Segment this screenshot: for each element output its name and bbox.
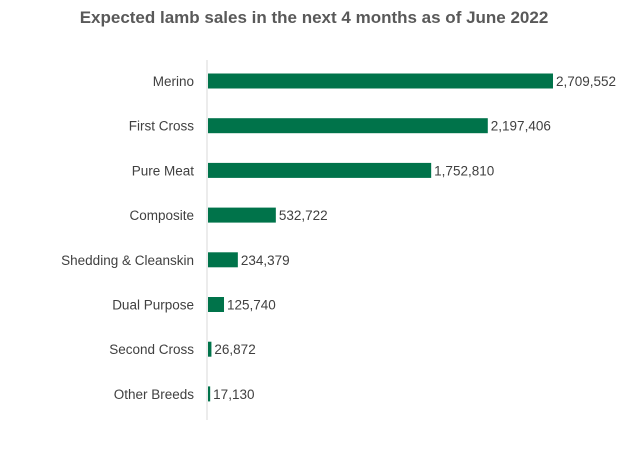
category-label: Second Cross [109,342,194,357]
data-label: 26,872 [214,342,255,357]
data-label: 1,752,810 [434,163,494,178]
bar [208,341,212,357]
data-label: 2,197,406 [491,119,551,134]
category-label: Other Breeds [114,387,195,402]
category-label: Composite [129,208,194,223]
category-label: Pure Meat [132,163,195,178]
data-label: 2,709,552 [556,74,616,89]
category-label: Merino [153,74,194,89]
bar [208,73,553,89]
chart-title: Expected lamb sales in the next 4 months… [79,8,549,27]
data-label: 234,379 [241,253,290,268]
bar [208,118,488,134]
data-label: 125,740 [227,298,276,313]
category-label: Dual Purpose [112,298,194,313]
category-label: Shedding & Cleanskin [61,253,194,268]
category-label: First Cross [129,119,194,134]
data-label: 17,130 [213,387,254,402]
bar [208,252,238,268]
bar [208,386,211,402]
bar [208,162,432,178]
bar [208,207,276,223]
data-label: 532,722 [279,208,328,223]
bar [208,297,225,312]
